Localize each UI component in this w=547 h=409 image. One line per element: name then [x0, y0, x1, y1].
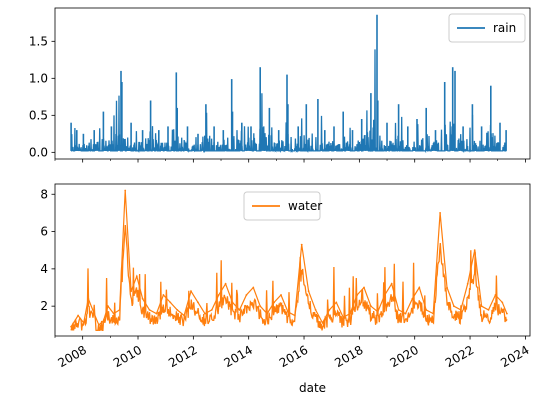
legend-box: [243, 191, 321, 221]
rain-series-line: [70, 49, 507, 154]
y-tick-label-2: 6: [40, 225, 48, 239]
y-tick-label-3: 8: [40, 187, 48, 201]
y-tick-label-1: 0.5: [29, 108, 48, 122]
y-tick-label-2: 1.0: [29, 71, 48, 85]
y-tick-label-1: 4: [40, 262, 48, 276]
legend-box: [448, 13, 526, 43]
y-tick-label-0: 2: [40, 299, 48, 313]
rain-subplot: 0.0 0.5 1.0 1.5 rain: [29, 7, 531, 163]
water-trend-line: [70, 190, 508, 328]
water-series-line: [70, 225, 508, 332]
water-legend: water: [243, 191, 322, 221]
y-tick-label-0: 0.0: [29, 145, 48, 159]
x-axis-label: date: [299, 381, 326, 395]
legend-label: water: [288, 199, 322, 213]
axes-frame: [54, 7, 531, 160]
legend-label: rain: [493, 21, 516, 35]
axes-frame: [54, 183, 531, 337]
rain-legend: rain: [448, 13, 526, 43]
y-tick-label-3: 1.5: [29, 34, 48, 48]
